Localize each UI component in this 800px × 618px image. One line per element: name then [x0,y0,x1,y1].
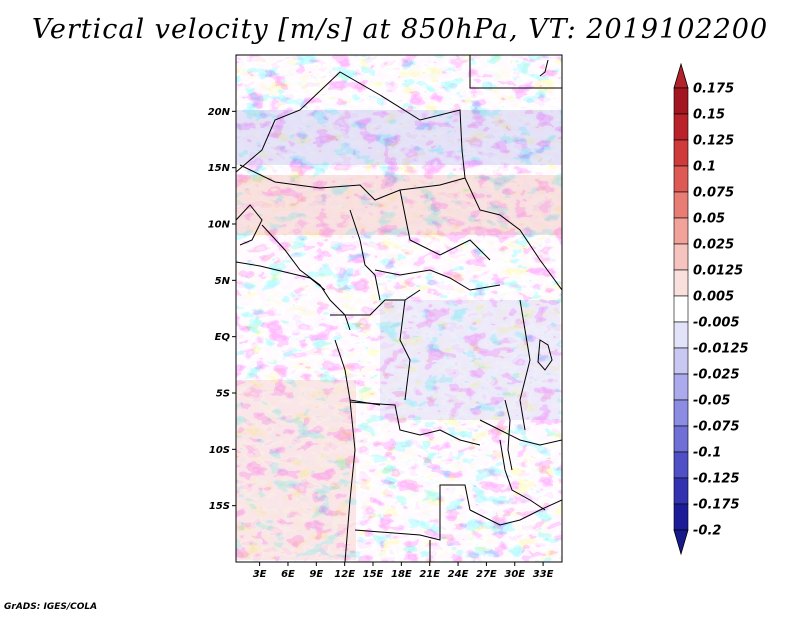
colorbar-bottom-arrow [673,529,689,556]
colorbar-segment [673,399,689,427]
lon-tick-label: 9E [309,569,323,580]
colorbar-label: -0.025 [693,368,740,383]
lat-tick-label: 10N [208,220,231,231]
colorbar-segment [673,425,689,453]
colorbar-label: 0.175 [693,82,734,97]
colorbar-label: -0.125 [693,472,740,487]
colorbar-segment [673,295,689,323]
colorbar-label: -0.1 [693,446,721,461]
latitude-axis: 20N 15N 10N 5N EQ 5S 10S 15S [208,107,236,512]
colorbar-segment [673,321,689,349]
colorbar-label: -0.05 [693,394,730,409]
colorbar-segment [673,113,689,141]
longitude-axis: 3E 6E 9E 12E 15E 18E 21E 24E 27E 30E 33E [253,562,554,580]
lat-tick-label: 10S [209,445,230,456]
lon-tick-label: 33E [533,569,554,580]
colorbar: 0.175 0.15 0.125 0.1 0.075 0.05 0.025 0.0125 0.0… [673,62,749,556]
colorbar-label: 0.005 [693,290,734,305]
grads-credit: GrADS: IGES/COLA [4,602,98,612]
colorbar-label: 0.15 [693,108,725,123]
lat-tick-label: 15N [208,163,231,174]
lon-tick-label: 6E [281,569,295,580]
lat-tick-label: EQ [215,332,231,343]
lon-tick-label: 30E [504,569,525,580]
lon-tick-label: 18E [391,569,412,580]
colorbar-segment [673,503,689,531]
lat-tick-label: 5S [216,389,230,400]
colorbar-segment [673,243,689,271]
colorbar-label: 0.0125 [693,264,743,279]
lat-tick-label: 5N [215,276,231,287]
colorbar-segment [673,165,689,193]
colorbar-segment [673,347,689,375]
lat-tick-label: 15S [209,501,230,512]
colorbar-label: -0.175 [693,498,740,513]
lon-tick-label: 24E [448,569,469,580]
colorbar-label: -0.0125 [693,342,749,357]
lon-tick-label: 21E [419,569,440,580]
chart-title: Vertical velocity [m/s] at 850hPa, VT: 2… [31,14,769,45]
colorbar-segment [673,139,689,167]
colorbar-label: 0.05 [693,212,725,227]
lon-tick-label: 27E [476,569,497,580]
colorbar-label: 0.075 [693,186,734,201]
colorbar-segment [673,269,689,297]
velocity-field [236,55,562,562]
colorbar-label: -0.2 [693,524,721,539]
colorbar-label: 0.1 [693,160,716,175]
lat-tick-label: 20N [208,107,231,118]
colorbar-segment [673,217,689,245]
colorbar-label: -0.005 [693,316,740,331]
colorbar-label: 0.025 [693,238,734,253]
country-borders [236,55,562,562]
lon-tick-label: 3E [253,569,267,580]
colorbar-segment [673,373,689,401]
colorbar-label: -0.075 [693,420,740,435]
colorbar-top-arrow [673,62,689,89]
colorbar-segment [673,477,689,505]
colorbar-segment [673,87,689,115]
colorbar-label: 0.125 [693,134,734,149]
lon-tick-label: 12E [334,569,355,580]
lon-tick-label: 15E [363,569,384,580]
colorbar-segment [673,191,689,219]
map-frame [235,54,563,563]
colorbar-segment [673,451,689,479]
